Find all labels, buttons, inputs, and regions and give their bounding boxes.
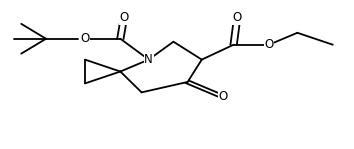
Text: O: O [264, 38, 274, 51]
Text: O: O [218, 90, 228, 103]
Text: O: O [80, 32, 90, 45]
Text: N: N [144, 53, 153, 66]
Text: O: O [119, 11, 129, 24]
Text: O: O [233, 11, 242, 24]
